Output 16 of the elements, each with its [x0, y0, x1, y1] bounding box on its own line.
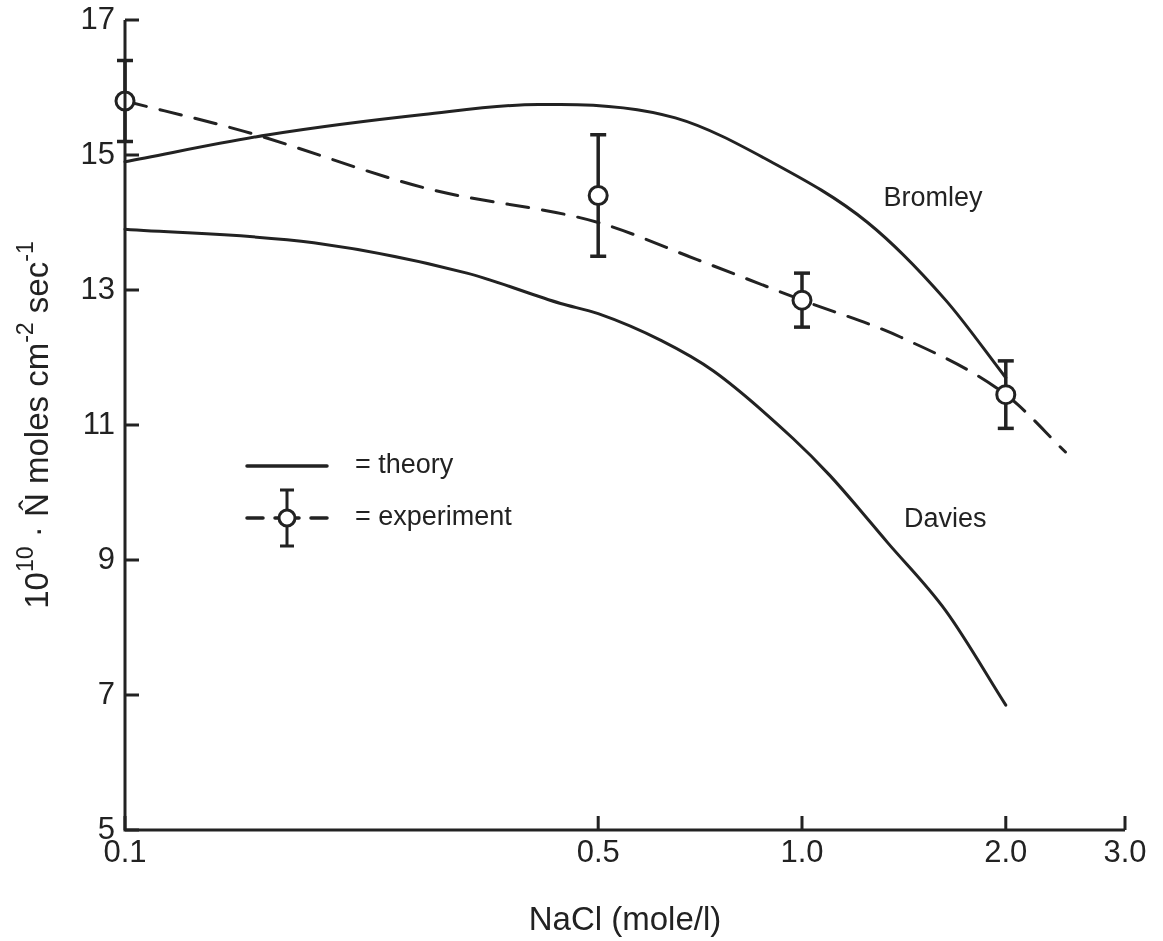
x-tick-label: 0.5 [576, 834, 620, 870]
y-tick-label: 17 [80, 0, 115, 36]
x-tick-label: 2.0 [984, 834, 1028, 870]
y-tick-label: 15 [80, 135, 115, 171]
x-tick-label: 1.0 [780, 834, 824, 870]
x-tick-label: 3.0 [1103, 834, 1147, 870]
y-tick-label: 11 [82, 405, 115, 441]
y-axis-title: 1010 · N̂ moles cm-2 sec-1 [12, 241, 55, 609]
series-label: Davies [904, 502, 987, 533]
y-tick-label: 7 [97, 675, 115, 711]
annotation: = experiment [355, 500, 513, 531]
x-axis-title: NaCl (mole/l) [528, 900, 722, 937]
y-tick-label: 9 [97, 540, 115, 576]
y-tick-label: 13 [80, 270, 115, 306]
annotation: = theory [355, 448, 454, 479]
series-label: Bromley [883, 181, 984, 212]
